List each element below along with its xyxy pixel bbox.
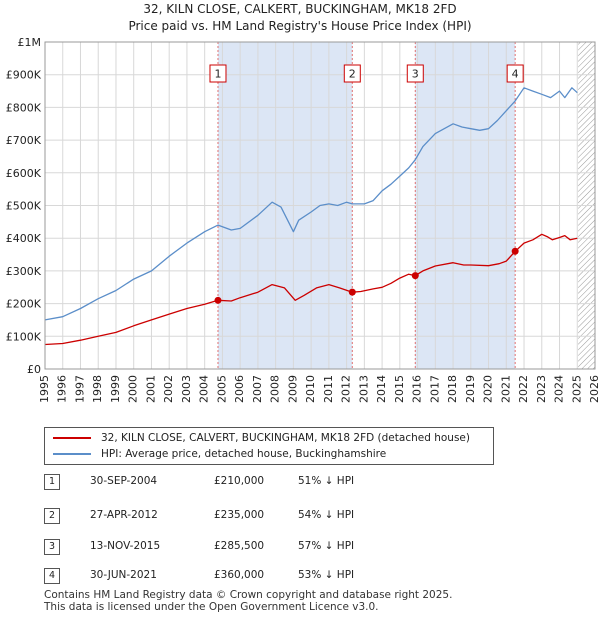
y-tick-label: £0 — [27, 363, 41, 376]
x-tick-label: 2023 — [535, 375, 548, 403]
sale-price: £285,500 — [214, 540, 265, 552]
y-tick-label: £400K — [6, 232, 42, 245]
sale-date: 13-NOV-2015 — [90, 540, 161, 552]
sale-price: £235,000 — [214, 509, 265, 521]
sale-number: 4 — [44, 568, 60, 584]
x-tick-label: 2015 — [393, 375, 406, 403]
x-tick-label: 2001 — [144, 375, 157, 403]
x-tick-label: 2022 — [517, 375, 530, 403]
legend-swatch-property — [53, 437, 91, 439]
x-tick-label: 1998 — [91, 375, 104, 403]
sale-number: 2 — [44, 508, 60, 524]
sale-date: 27-APR-2012 — [90, 509, 158, 521]
x-tick-label: 2014 — [375, 375, 388, 403]
y-tick-label: £300K — [6, 265, 42, 278]
y-tick-label: £200K — [6, 298, 42, 311]
sale-price: £360,000 — [214, 569, 265, 581]
legend-label-property: 32, KILN CLOSE, CALVERT, BUCKINGHAM, MK1… — [101, 432, 470, 444]
y-tick-label: £500K — [6, 200, 42, 213]
x-tick-label: 2002 — [162, 375, 175, 403]
footer: Contains HM Land Registry data © Crown c… — [44, 589, 452, 613]
sale-marker-box — [506, 64, 524, 83]
sale-marker-label: 1 — [214, 68, 221, 81]
x-tick-label: 2018 — [446, 375, 459, 403]
x-tick-label: 2019 — [464, 375, 477, 403]
x-tick-label: 2008 — [269, 375, 282, 403]
sale-marker-label: 3 — [412, 68, 419, 81]
x-tick-label: 2009 — [286, 375, 299, 403]
x-tick-label: 2011 — [322, 375, 335, 403]
sale-date: 30-SEP-2004 — [90, 475, 158, 487]
sale-hpi-diff: 57% ↓ HPI — [298, 540, 355, 552]
x-tick-label: 2012 — [340, 375, 353, 403]
sale-marker-label: 4 — [512, 68, 519, 81]
x-tick-label: 1999 — [109, 375, 122, 403]
y-tick-label: £600K — [6, 167, 42, 180]
y-tick-label: £800K — [6, 101, 42, 114]
x-tick-label: 1997 — [73, 375, 86, 403]
x-tick-label: 2025 — [570, 375, 583, 403]
sale-row: 2 27-APR-2012 £235,000 54% ↓ HPI — [40, 506, 480, 526]
y-tick-label: £1M — [18, 36, 42, 49]
sale-date: 30-JUN-2021 — [90, 569, 157, 581]
series-line-hpi — [44, 87, 578, 321]
chart-subtitle: Price paid vs. HM Land Registry's House … — [128, 19, 471, 33]
sale-row: 3 13-NOV-2015 £285,500 57% ↓ HPI — [40, 537, 480, 557]
x-tick-label: 2005 — [215, 375, 228, 403]
x-tick-label: 2007 — [251, 375, 264, 403]
sale-row: 4 30-JUN-2021 £360,000 53% ↓ HPI — [40, 566, 480, 586]
sale-number: 1 — [44, 474, 60, 490]
chart-title: 32, KILN CLOSE, CALKERT, BUCKINGHAM, MK1… — [143, 2, 456, 16]
sale-hpi-diff: 54% ↓ HPI — [298, 509, 355, 521]
price-chart: 32, KILN CLOSE, CALKERT, BUCKINGHAM, MK1… — [6, 2, 600, 403]
legend-label-hpi: HPI: Average price, detached house, Buck… — [101, 448, 387, 460]
sale-marker-label: 2 — [349, 68, 356, 81]
sale-marker-box — [343, 64, 361, 83]
sale-point — [348, 288, 356, 296]
x-tick-label: 2010 — [304, 375, 317, 403]
x-tick-label: 2021 — [499, 375, 512, 403]
sale-marker-box — [406, 64, 424, 83]
plot-frame — [44, 41, 596, 370]
x-tick-label: 1995 — [38, 375, 51, 403]
footer-licence: This data is licensed under the Open Gov… — [44, 601, 379, 613]
legend: 32, KILN CLOSE, CALVERT, BUCKINGHAM, MK1… — [44, 427, 494, 465]
sale-hpi-diff: 51% ↓ HPI — [298, 475, 355, 487]
legend-swatch-hpi — [53, 453, 91, 455]
x-tick-label: 2013 — [357, 375, 370, 403]
x-tick-label: 2016 — [411, 375, 424, 403]
y-tick-label: £700K — [6, 134, 42, 147]
x-tick-label: 1996 — [56, 375, 69, 403]
footer-copyright: Contains HM Land Registry data © Crown c… — [44, 589, 453, 601]
sale-point — [214, 296, 222, 304]
x-tick-label: 2000 — [127, 375, 140, 403]
sale-point — [411, 272, 419, 280]
x-tick-label: 2026 — [588, 375, 600, 403]
y-tick-label: £100K — [6, 330, 42, 343]
x-tick-label: 2024 — [553, 375, 566, 403]
sale-row: 1 30-SEP-2004 £210,000 51% ↓ HPI — [40, 472, 480, 492]
x-tick-label: 2020 — [482, 375, 495, 403]
sale-point — [511, 247, 519, 255]
sale-hpi-diff: 53% ↓ HPI — [298, 569, 355, 581]
sale-marker-box — [209, 64, 227, 83]
x-tick-label: 2006 — [233, 375, 246, 403]
sale-number: 3 — [44, 539, 60, 555]
series-line-property — [44, 233, 578, 346]
x-tick-label: 2004 — [198, 375, 211, 403]
x-tick-label: 2017 — [428, 375, 441, 403]
y-tick-label: £900K — [6, 69, 42, 82]
x-tick-label: 2003 — [180, 375, 193, 403]
sale-price: £210,000 — [214, 475, 265, 487]
